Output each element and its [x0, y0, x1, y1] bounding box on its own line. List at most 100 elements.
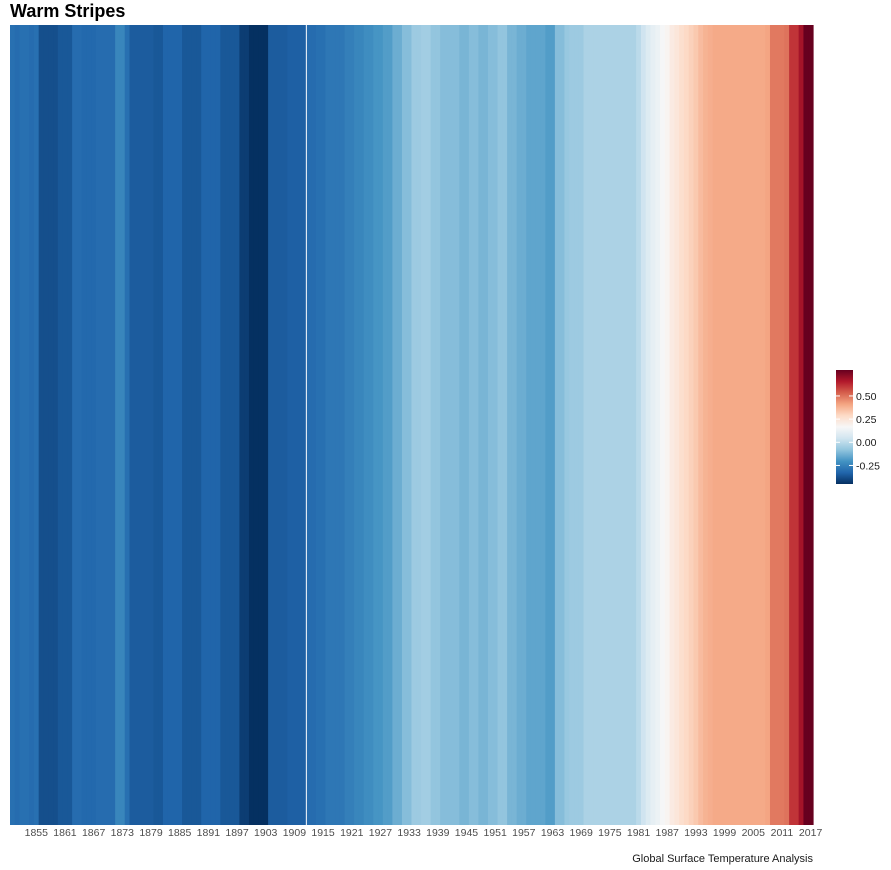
stripe-1914	[315, 25, 322, 825]
stripe-1880	[153, 25, 159, 825]
stripe-1902	[258, 25, 264, 825]
stripe-1938	[430, 25, 436, 825]
x-tick-label: 1915	[311, 827, 335, 839]
stripe-1904	[268, 25, 274, 825]
stripe-2010	[774, 25, 781, 825]
stripe-1967	[569, 25, 575, 825]
stripe-1890	[201, 25, 207, 825]
stripe-1885	[177, 25, 183, 825]
stripe-1931	[397, 25, 403, 825]
stripe-1978	[621, 25, 628, 825]
stripe-1934	[411, 25, 417, 825]
stripe-1919	[339, 25, 346, 825]
stripe-1862	[67, 25, 73, 825]
stripe-1888	[191, 25, 198, 825]
x-tick-label: 1987	[656, 827, 680, 839]
stripe-1900	[248, 25, 255, 825]
stripe-1921	[349, 25, 355, 825]
stripe-2013	[789, 25, 795, 825]
stripe-1989	[674, 25, 680, 825]
stripe-1917	[330, 25, 336, 825]
x-tick-label: 1927	[369, 827, 393, 839]
stripe-1976	[612, 25, 618, 825]
stripe-1943	[454, 25, 460, 825]
stripe-1854	[29, 25, 35, 825]
stripe-2000	[726, 25, 733, 825]
stripe-1929	[387, 25, 393, 825]
stripe-2012	[784, 25, 790, 825]
stripe-1960	[535, 25, 542, 825]
x-tick-label: 1999	[713, 827, 737, 839]
stripe-1861	[62, 25, 68, 825]
legend-colorbar	[836, 370, 853, 484]
stripe-1913	[311, 25, 317, 825]
stripe-1910	[296, 25, 303, 825]
stripe-1945	[464, 25, 470, 825]
stripe-1964	[554, 25, 561, 825]
stripe-1855	[33, 25, 40, 825]
stripe-1909	[292, 25, 298, 825]
stripe-2016	[803, 25, 809, 825]
x-tick-label: 1897	[225, 827, 249, 839]
stripe-2004	[746, 25, 752, 825]
x-tick-label: 1867	[82, 827, 106, 839]
x-tick-label: 1933	[397, 827, 421, 839]
stripe-1953	[502, 25, 508, 825]
stripe-1882	[162, 25, 169, 825]
stripe-1927	[378, 25, 384, 825]
stripe-1970	[583, 25, 589, 825]
stripe-1985	[655, 25, 661, 825]
stripe-1956	[516, 25, 523, 825]
stripe-1949	[483, 25, 489, 825]
x-tick-label: 1981	[627, 827, 651, 839]
stripe-1996	[707, 25, 714, 825]
stripe-1974	[602, 25, 609, 825]
stripe-1987	[664, 25, 671, 825]
stripe-2003	[741, 25, 747, 825]
stripe-1939	[435, 25, 441, 825]
stripe-1879	[148, 25, 154, 825]
stripe-1952	[497, 25, 503, 825]
stripe-1853	[24, 25, 30, 825]
stripe-2008	[765, 25, 771, 825]
stripe-1864	[76, 25, 83, 825]
stripe-2009	[769, 25, 776, 825]
x-tick-label: 1855	[25, 827, 49, 839]
stripe-1988	[669, 25, 675, 825]
stripe-1897	[234, 25, 241, 825]
stripe-1992	[688, 25, 695, 825]
stripe-1984	[650, 25, 656, 825]
stripe-1962	[545, 25, 551, 825]
stripe-1940	[440, 25, 446, 825]
stripe-2005	[750, 25, 757, 825]
stripe-1994	[698, 25, 704, 825]
stripe-1860	[57, 25, 64, 825]
stripe-1852	[19, 25, 25, 825]
stripe-2002	[736, 25, 742, 825]
stripe-1990	[679, 25, 685, 825]
stripe-1935	[416, 25, 422, 825]
stripe-1911	[301, 25, 307, 825]
stripe-2001	[731, 25, 738, 825]
stripe-1961	[540, 25, 546, 825]
stripe-1972	[593, 25, 599, 825]
stripes-layer	[10, 25, 814, 825]
stripe-1944	[459, 25, 465, 825]
stripe-1865	[81, 25, 88, 825]
x-tick-label: 1891	[197, 827, 221, 839]
x-tick-label: 1957	[512, 827, 536, 839]
stripe-1941	[444, 25, 451, 825]
stripe-1957	[521, 25, 527, 825]
stripe-1887	[186, 25, 193, 825]
x-tick-label: 2011	[771, 827, 794, 839]
x-tick-label: 1969	[570, 827, 594, 839]
stripe-1986	[660, 25, 666, 825]
stripe-1870	[105, 25, 111, 825]
stripe-1872	[115, 25, 121, 825]
stripe-1942	[449, 25, 456, 825]
x-tick-label: 1909	[283, 827, 307, 839]
stripe-1950	[487, 25, 494, 825]
stripe-1936	[421, 25, 427, 825]
